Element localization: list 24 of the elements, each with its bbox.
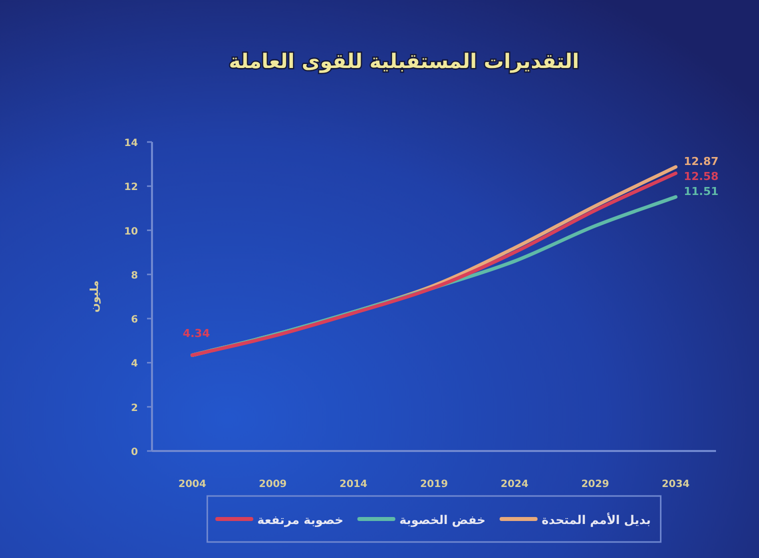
legend-label: خفض الخصوبة	[399, 513, 486, 527]
title: التقديرات المستقبلية للقوى العاملة	[228, 49, 580, 73]
x-tick-label: 2019	[420, 479, 448, 490]
data-label: 12.58	[684, 170, 719, 183]
x-tick-label: 2009	[258, 479, 287, 490]
y-tick-label: 8	[131, 270, 138, 282]
y-tick-label: 6	[131, 314, 138, 326]
data-label: 11.51	[684, 184, 719, 198]
y-tick-label: 4	[131, 358, 138, 370]
x-tick-label: 2034	[662, 479, 690, 490]
y-tick-label: 14	[124, 138, 138, 149]
y-tick-label: 12	[124, 182, 138, 194]
data-label: 4.34	[182, 327, 210, 340]
legend-label: خصوبة مرتفعة	[257, 513, 344, 527]
legend-label: بديل الأمم المتحدة	[542, 512, 651, 527]
y-tick-label: 2	[131, 402, 138, 414]
y-tick-label: 10	[124, 226, 138, 238]
x-tick-label: 2029	[581, 479, 610, 490]
x-tick-label: 2024	[500, 479, 529, 490]
x-tick-label: 2014	[340, 479, 368, 490]
data-label: 12.87	[684, 154, 719, 168]
y-tick-label: 0	[131, 447, 138, 458]
x-tick-label: 2004	[178, 479, 206, 490]
ylabel: مليون	[88, 280, 101, 313]
